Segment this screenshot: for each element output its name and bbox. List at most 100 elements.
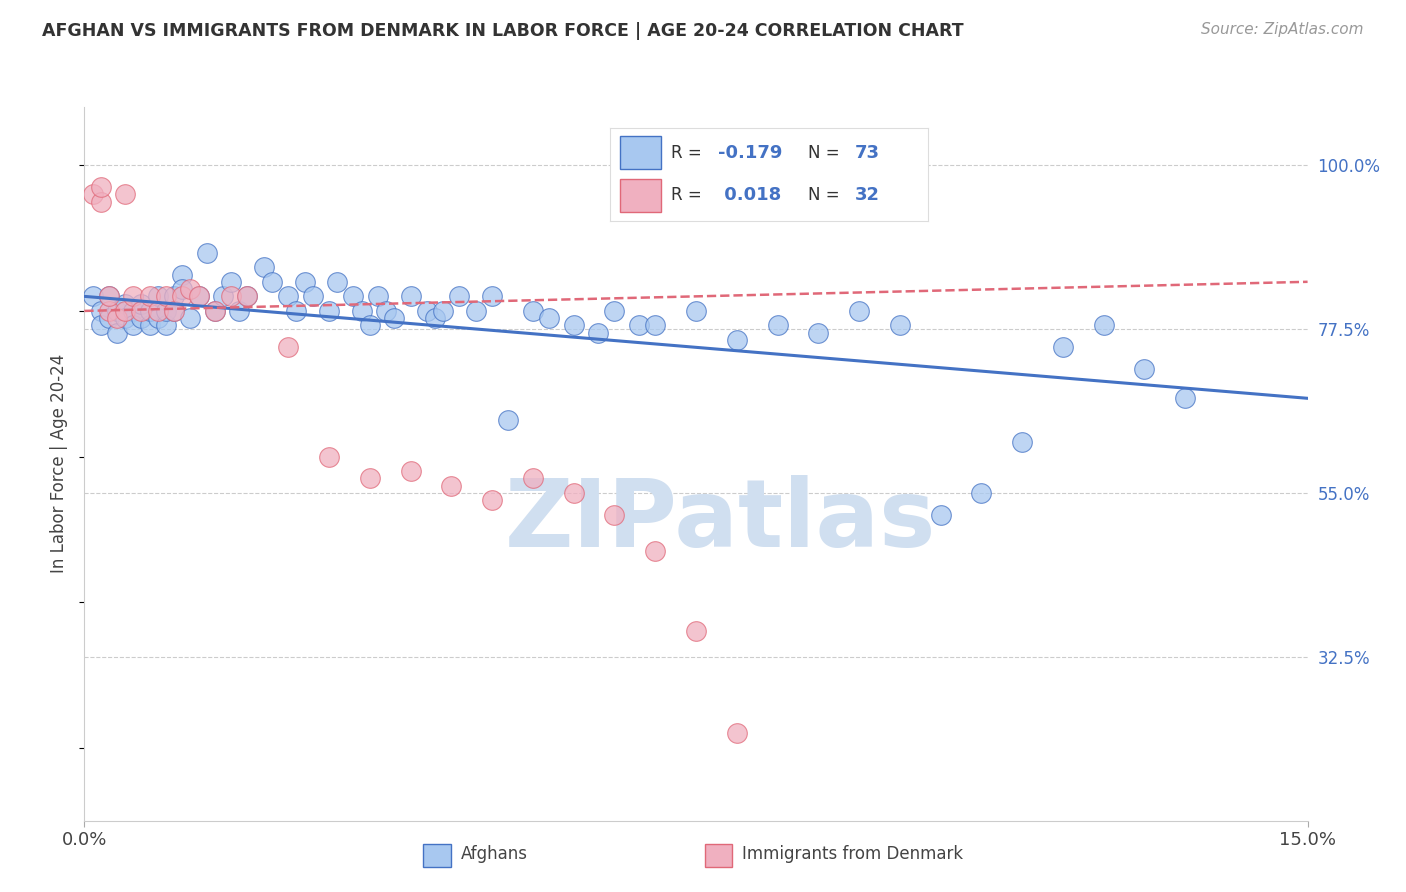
- Point: [342, 289, 364, 303]
- Point: [204, 304, 226, 318]
- Point: [187, 289, 209, 303]
- Point: [172, 282, 194, 296]
- Text: Source: ZipAtlas.com: Source: ZipAtlas.com: [1201, 22, 1364, 37]
- Point: [603, 508, 626, 522]
- Point: [138, 304, 160, 318]
- Point: [179, 311, 201, 326]
- Point: [603, 304, 626, 318]
- Point: [97, 289, 120, 303]
- FancyBboxPatch shape: [620, 178, 661, 212]
- Point: [627, 318, 650, 333]
- Point: [929, 508, 952, 522]
- Point: [326, 275, 349, 289]
- Point: [807, 326, 830, 340]
- Point: [163, 289, 186, 303]
- Point: [367, 289, 389, 303]
- Point: [725, 333, 748, 347]
- Point: [187, 289, 209, 303]
- Point: [82, 289, 104, 303]
- Point: [382, 311, 405, 326]
- Point: [1133, 362, 1156, 376]
- Point: [105, 311, 128, 326]
- Point: [644, 318, 666, 333]
- Point: [90, 194, 112, 209]
- Text: Immigrants from Denmark: Immigrants from Denmark: [742, 845, 963, 863]
- Text: N =: N =: [807, 186, 845, 204]
- Point: [179, 282, 201, 296]
- Point: [204, 304, 226, 318]
- Point: [432, 304, 454, 318]
- Point: [114, 296, 136, 310]
- Point: [359, 471, 381, 485]
- Point: [416, 304, 439, 318]
- Point: [122, 289, 145, 303]
- Point: [538, 311, 561, 326]
- Point: [359, 318, 381, 333]
- Point: [586, 326, 609, 340]
- Point: [889, 318, 911, 333]
- Point: [131, 311, 153, 326]
- Point: [219, 289, 242, 303]
- Point: [318, 304, 340, 318]
- Point: [105, 304, 128, 318]
- FancyBboxPatch shape: [704, 844, 733, 867]
- Point: [90, 180, 112, 194]
- Point: [97, 304, 120, 318]
- Point: [131, 296, 153, 310]
- Point: [399, 289, 422, 303]
- Point: [97, 311, 120, 326]
- Point: [253, 260, 276, 275]
- Point: [685, 304, 707, 318]
- Text: 73: 73: [855, 144, 880, 161]
- Point: [163, 304, 186, 318]
- Point: [1011, 435, 1033, 450]
- FancyBboxPatch shape: [423, 844, 451, 867]
- Text: AFGHAN VS IMMIGRANTS FROM DENMARK IN LABOR FORCE | AGE 20-24 CORRELATION CHART: AFGHAN VS IMMIGRANTS FROM DENMARK IN LAB…: [42, 22, 963, 40]
- Point: [195, 245, 218, 260]
- Point: [163, 304, 186, 318]
- Point: [498, 413, 520, 427]
- Point: [449, 289, 471, 303]
- Point: [82, 187, 104, 202]
- Point: [350, 304, 373, 318]
- Text: R =: R =: [671, 186, 707, 204]
- Point: [114, 311, 136, 326]
- Point: [294, 275, 316, 289]
- Point: [155, 318, 177, 333]
- Text: -0.179: -0.179: [718, 144, 783, 161]
- Point: [97, 289, 120, 303]
- Y-axis label: In Labor Force | Age 20-24: In Labor Force | Age 20-24: [51, 354, 69, 574]
- Point: [172, 289, 194, 303]
- Point: [122, 318, 145, 333]
- Point: [423, 311, 446, 326]
- Point: [685, 624, 707, 639]
- Point: [562, 318, 585, 333]
- Point: [219, 275, 242, 289]
- Point: [138, 318, 160, 333]
- Point: [522, 471, 544, 485]
- Point: [277, 340, 299, 354]
- Point: [1052, 340, 1074, 354]
- Point: [970, 486, 993, 500]
- FancyBboxPatch shape: [620, 136, 661, 169]
- Point: [440, 478, 463, 492]
- Text: ZIPatlas: ZIPatlas: [505, 475, 936, 567]
- Point: [481, 493, 503, 508]
- Point: [155, 289, 177, 303]
- Point: [725, 726, 748, 740]
- Point: [375, 304, 398, 318]
- Point: [301, 289, 323, 303]
- Point: [260, 275, 283, 289]
- Text: R =: R =: [671, 144, 707, 161]
- Point: [146, 311, 169, 326]
- Point: [481, 289, 503, 303]
- Point: [105, 326, 128, 340]
- Text: Afghans: Afghans: [461, 845, 529, 863]
- Point: [644, 544, 666, 558]
- Point: [122, 304, 145, 318]
- Text: 32: 32: [855, 186, 880, 204]
- Point: [90, 318, 112, 333]
- Point: [155, 304, 177, 318]
- Text: 0.018: 0.018: [718, 186, 782, 204]
- Point: [114, 187, 136, 202]
